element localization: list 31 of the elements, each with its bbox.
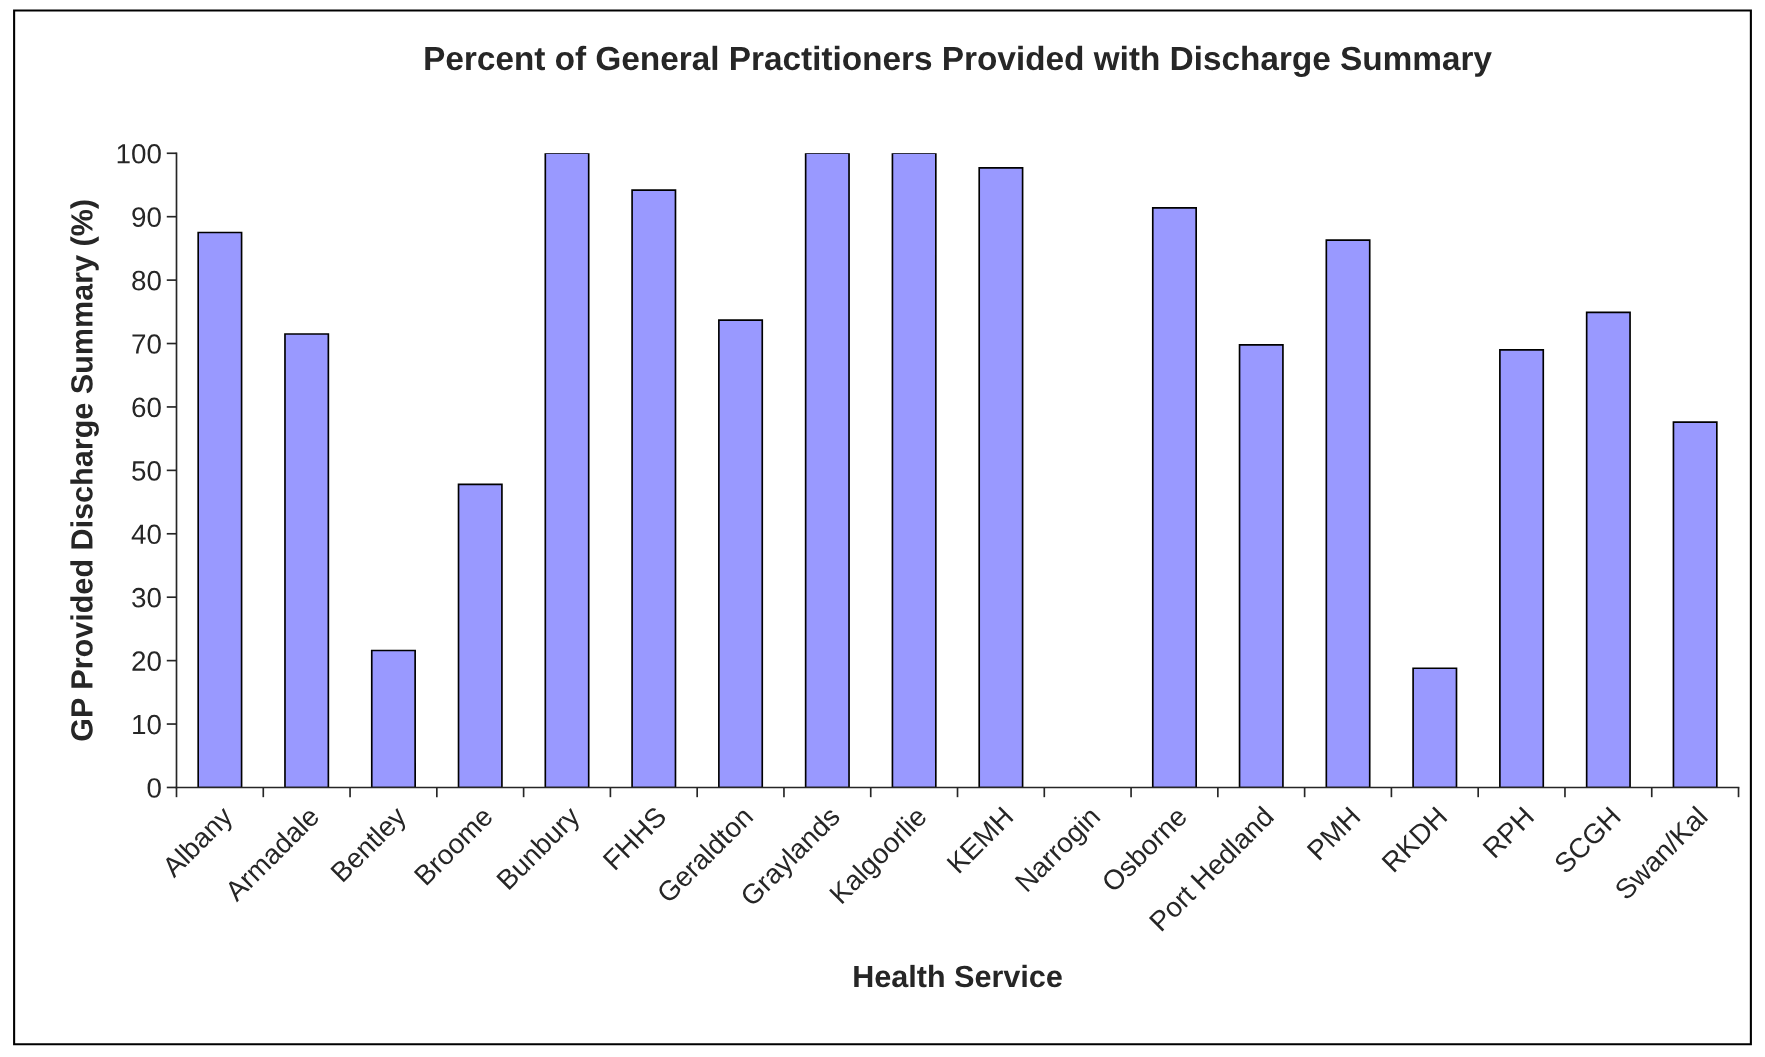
y-axis-title: GP Provided Discharge Summary (%) [70, 200, 99, 741]
bar [1238, 343, 1284, 788]
bar [1325, 239, 1371, 788]
bar [1585, 311, 1631, 788]
x-axis-title: Health Service [854, 964, 1062, 988]
bar [197, 231, 243, 788]
bar [1151, 206, 1197, 788]
y-tick-label: 60 [132, 397, 161, 418]
bar [284, 333, 330, 788]
bar [370, 649, 416, 788]
bar [544, 153, 590, 788]
bar [1412, 667, 1458, 788]
y-tick-label: 30 [132, 587, 161, 608]
y-tick-label: 20 [132, 651, 161, 671]
bar [718, 319, 764, 788]
y-tick-label: 90 [132, 207, 161, 228]
bar [804, 153, 850, 788]
y-tick-label: 0 [147, 778, 161, 798]
bar [891, 153, 937, 788]
chart-title: Percent of General Practitioners Provided with Discharge Summary [425, 45, 1492, 77]
y-tick-label: 80 [132, 270, 161, 291]
bar [631, 189, 677, 788]
bar [1672, 421, 1718, 788]
bar [1499, 349, 1545, 788]
y-tick-label: 10 [133, 714, 161, 735]
y-tick-label: 100 [117, 143, 161, 164]
y-tick-label: 40 [131, 524, 161, 545]
y-tick-label: 50 [132, 461, 161, 481]
y-tick-label: 70 [132, 334, 161, 354]
bar [457, 483, 503, 788]
bar [978, 167, 1024, 788]
